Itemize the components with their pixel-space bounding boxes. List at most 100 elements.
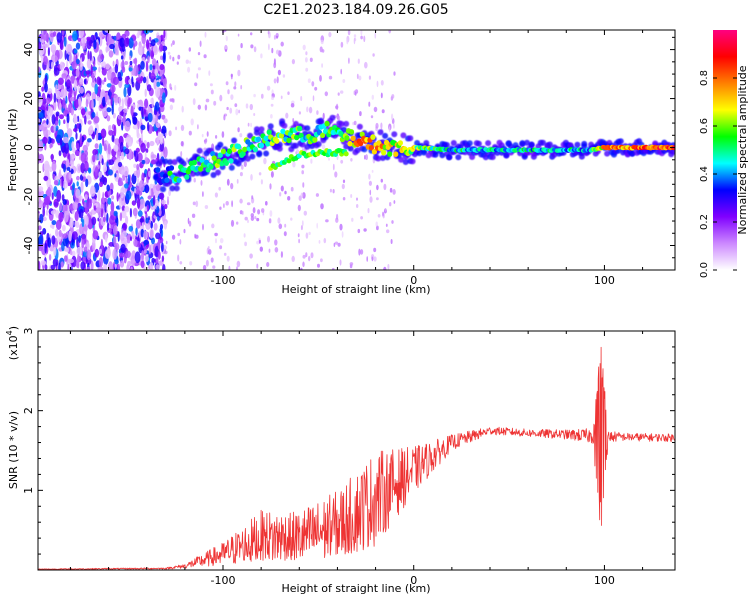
scatter-blob — [53, 198, 59, 208]
speckle — [183, 228, 186, 234]
scatter-blob — [100, 238, 104, 251]
scatter-blob — [60, 261, 64, 268]
speckle — [381, 109, 385, 114]
spectrogram-xlabel: Height of straight line (km) — [281, 283, 430, 296]
speckle — [274, 247, 279, 253]
scatter-blob — [140, 60, 145, 70]
speckle — [249, 253, 253, 259]
scatter-blob — [75, 68, 80, 78]
scatter-blob — [147, 195, 152, 200]
speckle — [239, 210, 243, 215]
scatter-blob — [68, 104, 71, 112]
scatter-blob — [68, 54, 73, 65]
scatter-blob — [161, 242, 164, 253]
speckle — [238, 109, 241, 114]
scatter-blob — [116, 217, 119, 227]
scatter-blob — [108, 169, 113, 176]
scatter-blob — [113, 210, 118, 217]
scatter-blob — [127, 139, 133, 147]
speckle — [244, 216, 248, 221]
ridge-halo — [253, 129, 260, 136]
speckle — [318, 240, 321, 244]
scatter-blob — [114, 259, 119, 265]
ridge-cell — [242, 146, 248, 153]
scatter-blob — [132, 116, 138, 125]
speckle — [266, 262, 270, 267]
scatter-blob — [140, 132, 144, 142]
ridge-halo — [244, 155, 251, 162]
y-tick-label: -20 — [22, 188, 35, 206]
speckle — [172, 56, 175, 62]
ridge-halo — [432, 151, 439, 158]
scatter-blob — [104, 249, 111, 259]
speckle — [195, 234, 199, 239]
ridge-cell — [278, 132, 284, 139]
speckle — [368, 180, 372, 186]
scatter-blob — [47, 237, 52, 248]
speckle — [290, 103, 295, 108]
ridge-halo — [169, 185, 176, 192]
scatter-blob — [97, 217, 100, 222]
scatter-blob — [93, 116, 100, 124]
speckle — [300, 225, 303, 231]
scatter-blob — [148, 244, 152, 255]
scatter-blob — [162, 92, 166, 104]
scatter-blob — [107, 69, 112, 81]
scatter-blob — [87, 138, 92, 143]
scatter-blob — [163, 146, 168, 159]
scatter-blob — [83, 246, 88, 253]
ridge-halo — [231, 137, 238, 144]
ridge-halo — [318, 117, 324, 124]
scatter-blob — [85, 114, 91, 120]
speckle — [305, 252, 308, 258]
speckle — [305, 57, 308, 63]
ridge-cell — [370, 134, 376, 140]
x-tick-label: 0 — [410, 274, 417, 287]
speckle — [336, 213, 339, 220]
scatter-blob — [78, 96, 82, 107]
speckle — [215, 238, 217, 244]
speckle — [341, 183, 345, 190]
y-tick-label: 20 — [22, 92, 35, 106]
scatter-blob — [163, 203, 168, 210]
y-tick-label: 40 — [22, 43, 35, 57]
speckle — [342, 197, 346, 201]
speckle — [199, 40, 202, 47]
ridge-cell — [176, 177, 182, 183]
speckle — [243, 233, 246, 238]
scatter-blob — [86, 266, 91, 270]
scatter-blob — [144, 255, 149, 263]
scatter-blob — [124, 148, 130, 155]
scatter-blob — [75, 42, 81, 50]
speckle — [168, 189, 172, 197]
scatter-blob — [61, 73, 67, 79]
speckle — [369, 196, 373, 203]
speckle — [234, 81, 237, 87]
scatter-blob — [66, 128, 73, 138]
speckle — [250, 44, 254, 49]
snr-marks — [38, 346, 675, 570]
ridge-halo — [391, 131, 398, 138]
scatter-blob — [132, 124, 138, 130]
speckle — [247, 122, 250, 127]
speckle — [320, 203, 324, 210]
scatter-blob — [112, 248, 118, 260]
ridge-halo — [196, 147, 203, 154]
scatter-blob — [79, 86, 84, 94]
scatter-blob — [121, 169, 124, 176]
speckle — [226, 106, 229, 111]
scatter-blob — [159, 192, 165, 200]
ridge-halo — [450, 140, 457, 146]
scatter-blob — [83, 51, 87, 56]
speckle — [324, 91, 328, 97]
scatter-blob — [153, 79, 157, 90]
scatter-blob — [39, 231, 44, 236]
speckle — [341, 231, 344, 238]
speckle — [180, 151, 183, 157]
colorbar-label: Normalized spectral amplitude — [736, 65, 749, 234]
speckle — [223, 114, 226, 121]
scatter-blob — [78, 235, 81, 243]
speckle — [187, 217, 190, 224]
speckle — [197, 124, 199, 130]
